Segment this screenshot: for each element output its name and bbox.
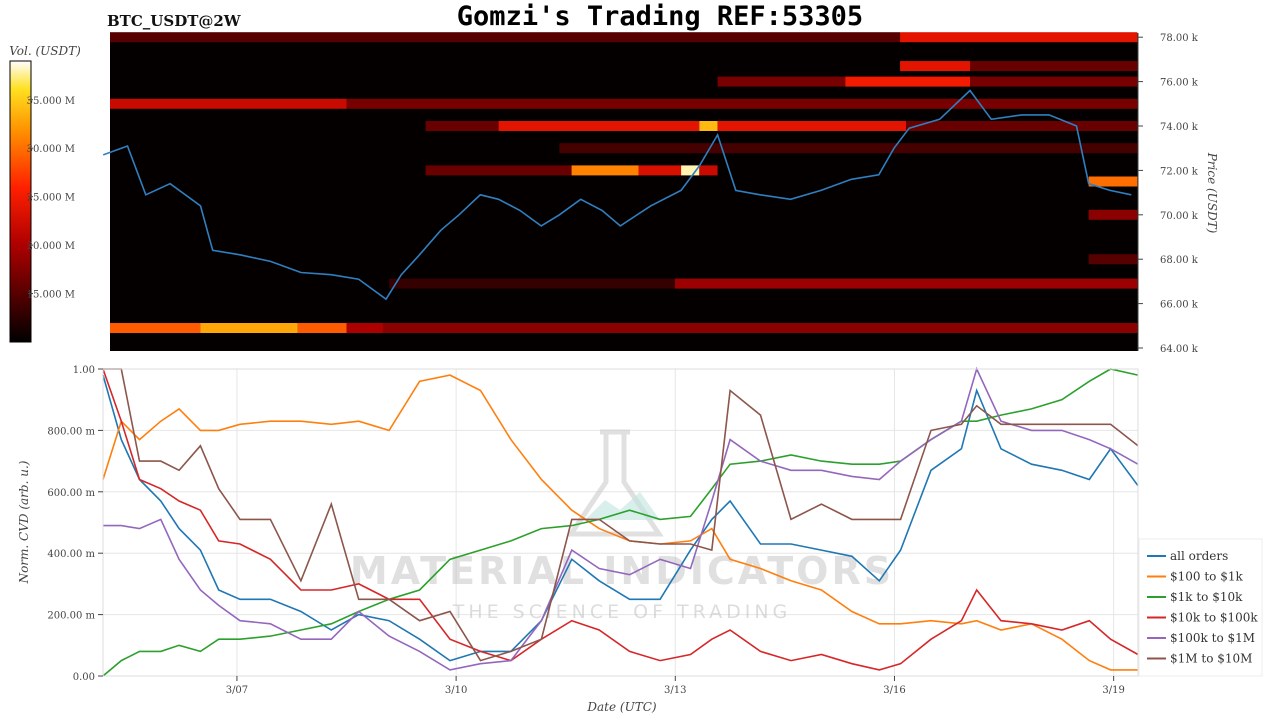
heatmap-cell <box>110 98 347 109</box>
price-tick-label: 68.00 k <box>1160 255 1199 266</box>
colorbar-tick-label: 25.000 M <box>27 193 75 204</box>
heatmap-cell <box>638 165 682 176</box>
y-tick-label: 400.00 m <box>47 549 95 560</box>
heatmap-cell <box>346 98 1138 109</box>
legend-label: $100k to $1M <box>1170 631 1255 645</box>
y-axis-label: Norm. CVD (arb. u.) <box>17 460 31 584</box>
watermark-tagline: THE SCIENCE OF TRADING <box>452 601 792 623</box>
price-tick-label: 76.00 k <box>1160 78 1199 89</box>
chart-title: Gomzi's Trading REF:53305 <box>457 1 863 32</box>
price-tick-label: 64.00 k <box>1160 344 1199 355</box>
heatmap-cell <box>1088 176 1138 187</box>
price-tick-label: 70.00 k <box>1160 211 1199 222</box>
colorbar-label: Vol. (USDT) <box>9 44 81 58</box>
x-tick-label: 3/16 <box>883 685 905 696</box>
heatmap-cell <box>383 323 1138 334</box>
heatmap-cell <box>717 121 907 131</box>
heatmap-cell <box>1088 209 1138 220</box>
heatmap-cell <box>297 323 347 334</box>
price-line <box>102 89 1132 301</box>
heatmap-cell <box>717 76 846 87</box>
cvd-series-line <box>102 374 1139 662</box>
cvd-panel: MATERIAL INDICATORS THE SCIENCE OF TRADI… <box>17 365 1139 714</box>
legend-label: $10k to $100k <box>1170 611 1258 625</box>
legend-label: $1M to $10M <box>1170 652 1252 666</box>
cvd-x-axis: 3/07 3/10 3/13 3/16 3/19 <box>226 676 1125 696</box>
heatmap-cell <box>906 121 1138 131</box>
colorbar-tick-label: 30.000 M <box>27 144 75 155</box>
heatmap-cell <box>699 165 718 176</box>
heatmap-cell <box>970 76 1138 87</box>
heatmap-cell <box>346 323 383 334</box>
heatmap-cell <box>425 165 572 176</box>
heatmap-cell <box>559 143 1138 154</box>
cvd-lines <box>102 366 1139 677</box>
heatmap-cell <box>681 165 700 176</box>
price-tick-label: 78.00 k <box>1160 33 1199 44</box>
legend-label: $1k to $10k <box>1170 590 1243 604</box>
heatmap-cell <box>699 121 718 131</box>
heatmap-cell <box>571 165 639 176</box>
colorbar-ticks: 15.000 M 20.000 M 25.000 M 30.000 M 35.000 M <box>27 96 75 301</box>
cvd-series-line <box>102 374 1138 671</box>
heatmap-cell <box>970 61 1138 72</box>
price-axis-label: Price (USDT) <box>1205 152 1219 234</box>
y-tick-label: 800.00 m <box>47 426 95 437</box>
legend-label: $100 to $1k <box>1170 570 1243 584</box>
heatmap-cell <box>110 32 901 43</box>
colorbar-tick-label: 15.000 M <box>27 290 75 301</box>
heatmap-cell <box>200 323 298 334</box>
price-axis: 64.00 k 66.00 k 68.00 k 70.00 k 72.00 k 74.00… <box>1137 33 1199 355</box>
heatmap-cell <box>845 76 971 87</box>
heatmap-cell <box>389 278 675 289</box>
legend: all orders $100 to $1k $1k to $10k $10k to … <box>1138 538 1263 677</box>
watermark-title: MATERIAL INDICATORS <box>350 549 894 593</box>
heatmap-cell <box>110 323 201 334</box>
heatmap-cell <box>1088 254 1138 265</box>
cvd-frame <box>102 368 1139 677</box>
heatmap-cell <box>675 278 1138 289</box>
heatmap-cell <box>425 121 499 131</box>
heatmap-cell <box>900 61 971 72</box>
x-tick-label: 3/13 <box>664 685 686 696</box>
colorbar-gradient <box>9 60 32 343</box>
chart-subtitle: BTC_USDT@2W <box>107 12 242 30</box>
heatmap-cell <box>498 121 700 131</box>
y-tick-label: 600.00 m <box>47 488 95 499</box>
cvd-series-line <box>102 368 1139 677</box>
y-tick-label: 1.00 <box>73 365 95 376</box>
y-tick-label: 200.00 m <box>47 611 95 622</box>
cvd-grid <box>103 368 1138 677</box>
heatmap-cell <box>900 32 1138 43</box>
price-tick-label: 74.00 k <box>1160 122 1199 133</box>
x-axis-label: Date (UTC) <box>586 700 656 714</box>
x-tick-label: 3/10 <box>445 685 467 696</box>
colorbar-tick-label: 20.000 M <box>27 241 75 252</box>
legend-box <box>1138 538 1263 677</box>
x-tick-label: 3/07 <box>226 685 248 696</box>
cvd-series-line <box>103 368 1139 662</box>
colorbar: Vol. (USDT) 15.000 M 20.000 M 25.000 M 30.0… <box>9 44 81 343</box>
heatmap-panel: 64.00 k 66.00 k 68.00 k 70.00 k 72.00 k 74.00… <box>102 32 1219 355</box>
price-tick-label: 66.00 k <box>1160 300 1199 311</box>
cvd-y-axis: 0.00 200.00 m 400.00 m 600.00 m 800.00 m 1.00 <box>47 365 103 683</box>
price-tick-label: 72.00 k <box>1160 166 1199 177</box>
cvd-series-line <box>102 368 1139 671</box>
flask-logo-icon <box>566 429 664 537</box>
legend-label: all orders <box>1170 549 1228 563</box>
x-tick-label: 3/19 <box>1102 685 1124 696</box>
heatmap-bands <box>110 32 1138 334</box>
y-tick-label: 0.00 <box>73 672 95 683</box>
cvd-series-line <box>103 366 1139 671</box>
colorbar-tick-label: 35.000 M <box>27 96 75 107</box>
